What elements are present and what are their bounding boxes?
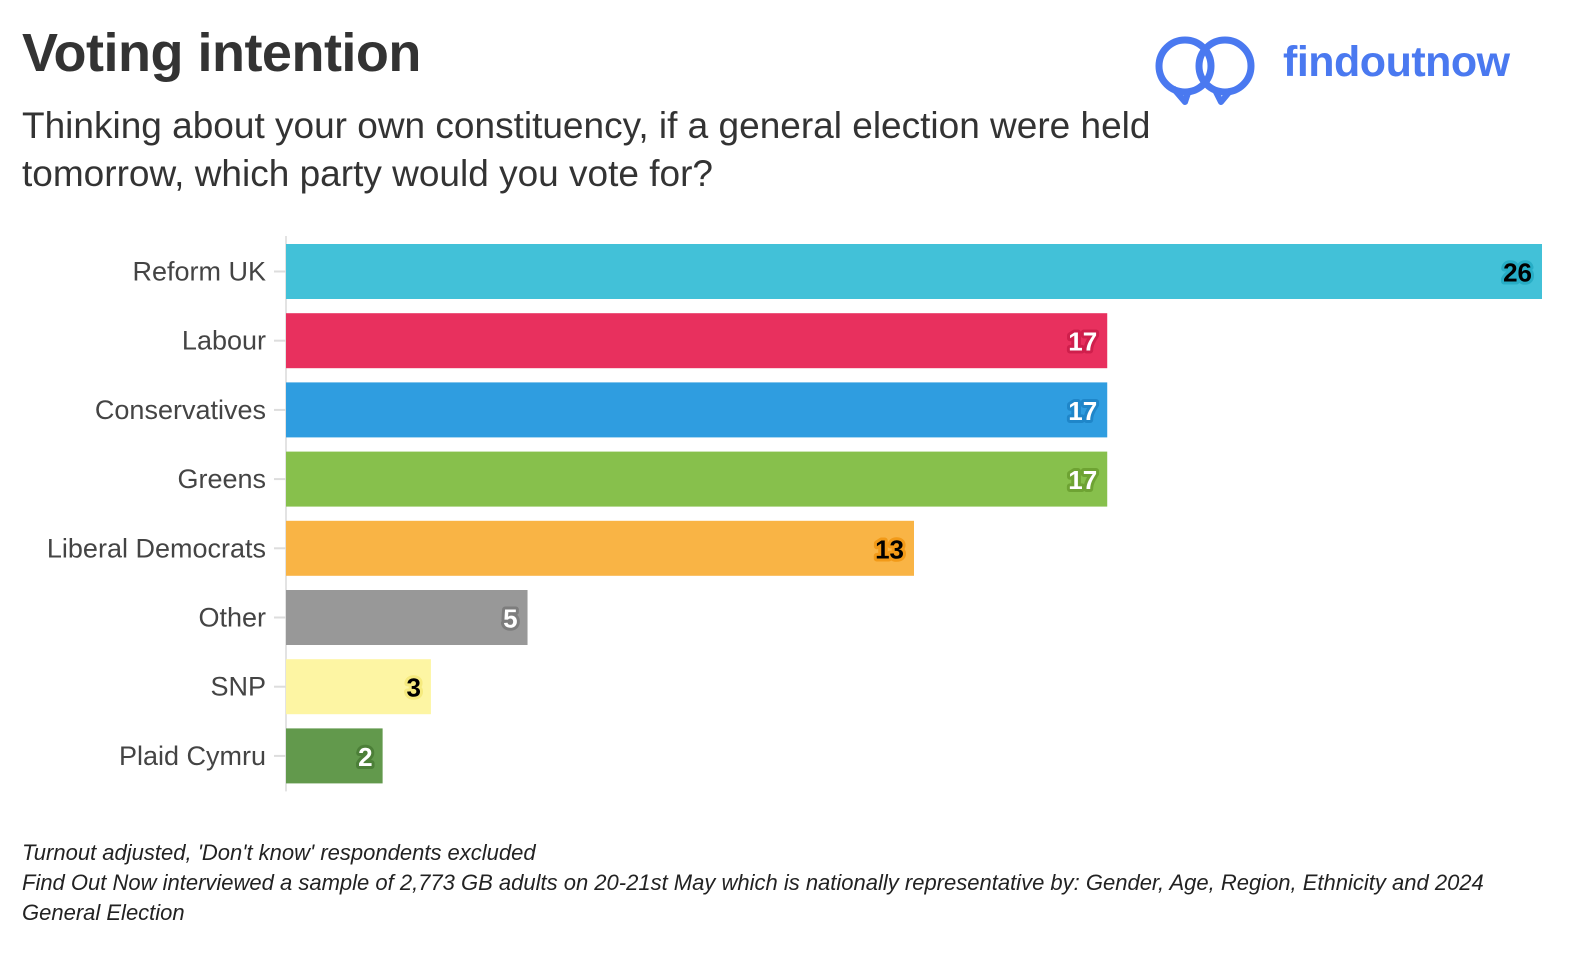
category-label: Conservatives [95, 395, 266, 425]
bar-chart: Reform UK 26 Labour 17 Conservatives 17 Greens… [47, 236, 1542, 792]
footnote-method: Turnout adjusted, 'Don't know' responden… [22, 840, 536, 865]
chart-subtitle: Thinking about your own constituency, if… [22, 105, 1151, 194]
bar [286, 659, 431, 715]
data-label: 26 [1503, 258, 1532, 288]
data-label: 2 [358, 742, 372, 772]
bar [286, 728, 383, 784]
category-label: Other [198, 603, 266, 633]
category-label: Liberal Democrats [47, 533, 266, 563]
footnote: Turnout adjusted, 'Don't know' responden… [22, 838, 1562, 928]
brand-name: findoutnow [1283, 38, 1510, 86]
category-label: SNP [210, 672, 266, 702]
bar [286, 382, 1108, 438]
data-label: 5 [503, 604, 517, 634]
data-label: 17 [1068, 465, 1097, 495]
bar [286, 313, 1108, 369]
interlocking-rings-logo-icon [1155, 36, 1255, 105]
footnote-sample: Find Out Now interviewed a sample of 2,7… [22, 870, 1484, 925]
data-label: 3 [406, 673, 420, 703]
category-label: Labour [182, 326, 266, 356]
category-label: Plaid Cymru [119, 741, 266, 771]
category-label: Reform UK [132, 257, 266, 287]
chart-title: Voting intention [22, 23, 421, 83]
bar [286, 451, 1108, 507]
bar [286, 520, 914, 576]
bar [286, 244, 1542, 299]
bar [286, 590, 528, 645]
data-label: 17 [1068, 396, 1097, 426]
data-label: 17 [1068, 327, 1097, 357]
data-label: 13 [875, 534, 904, 564]
category-label: Greens [177, 464, 266, 494]
brand-logo: findoutnow [1155, 30, 1555, 110]
